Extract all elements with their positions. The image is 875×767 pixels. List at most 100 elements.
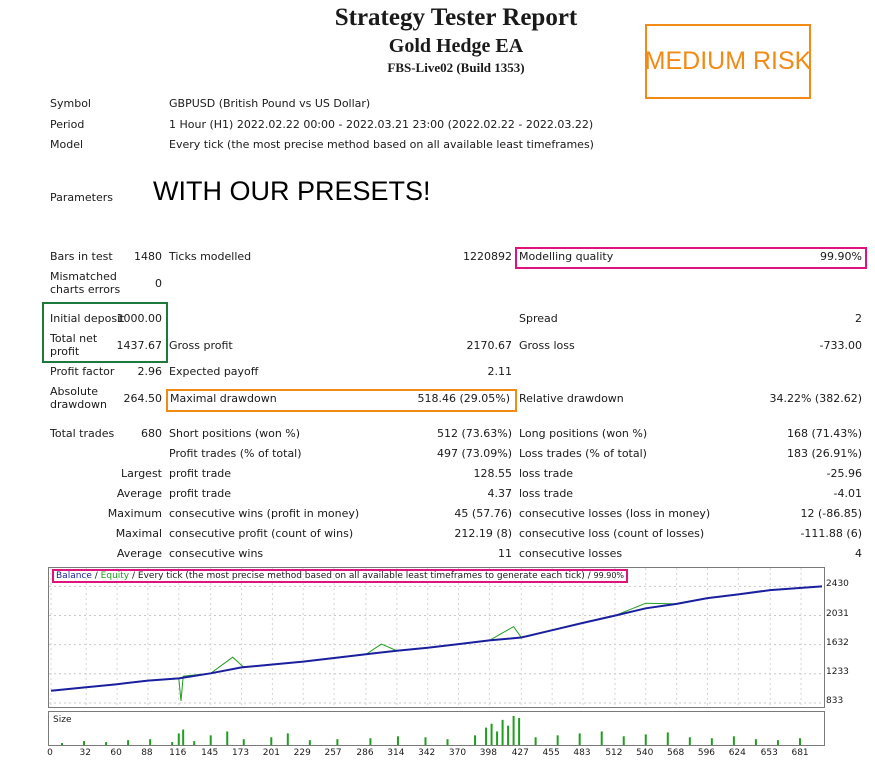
- parameters-label: Parameters: [50, 191, 113, 204]
- risk-badge: MEDIUM RISK: [645, 24, 811, 99]
- size-bar: [666, 732, 669, 745]
- mxl-cp-value: 212.19 (8): [454, 527, 512, 540]
- size-bar: [424, 737, 427, 745]
- x-tick-label-24: 681: [791, 748, 809, 758]
- grossloss-value: -733.00: [819, 339, 862, 352]
- grossprofit-label: Gross profit: [169, 339, 233, 352]
- reldd-value: 34.22% (382.62): [769, 392, 862, 405]
- size-bar: [622, 736, 625, 745]
- balance-line: [50, 585, 823, 692]
- x-tick-label-20: 568: [667, 748, 685, 758]
- mismatch-value: 0: [155, 277, 162, 290]
- size-bar: [396, 736, 399, 745]
- largest-pt-label: profit trade: [169, 467, 232, 480]
- size-label: Size: [53, 715, 72, 725]
- mxl-cp-label: consecutive profit (count of wins): [169, 527, 354, 540]
- y-tick-label-4: 833: [826, 696, 844, 706]
- legend-quality: 99.90%: [593, 571, 625, 580]
- ep-label: Expected payoff: [169, 365, 259, 378]
- size-bar: [171, 742, 174, 745]
- size-bar: [518, 717, 521, 745]
- trades-value: 680: [141, 427, 162, 440]
- size-bar: [446, 739, 449, 745]
- x-tick-label-8: 229: [293, 748, 311, 758]
- legend-sep-2: /: [129, 571, 138, 581]
- bars-value: 1480: [134, 250, 162, 263]
- pf-label: Profit factor: [50, 365, 115, 378]
- ltrades-label: Loss trades (% of total): [519, 447, 647, 460]
- x-tick-label-5: 145: [201, 748, 219, 758]
- size-bar: [270, 737, 273, 745]
- period-label: Period: [50, 118, 85, 131]
- maxdd-highlight: [166, 389, 517, 412]
- size-bar: [369, 738, 372, 745]
- size-bar: [485, 727, 488, 745]
- reldd-label: Relative drawdown: [519, 392, 624, 405]
- size-bar: [578, 733, 581, 745]
- x-tick-label-0: 0: [47, 748, 53, 758]
- ticks-label: Ticks modelled: [169, 250, 252, 263]
- server-build: FBS-Live02 (Build 1353): [387, 60, 525, 75]
- model-label: Model: [50, 138, 84, 151]
- size-bar: [507, 725, 510, 745]
- mismatch-label: Mismatched charts errors: [50, 270, 121, 296]
- x-tick-label-18: 512: [605, 748, 623, 758]
- report-title: Strategy Tester Report: [334, 4, 578, 31]
- average-pt-label: profit trade: [169, 487, 232, 500]
- maxdd-label: Maximal drawdown: [170, 392, 277, 405]
- size-bar: [798, 738, 801, 745]
- pf-value: 2.96: [137, 365, 163, 378]
- legend-sep-3: /: [584, 571, 594, 581]
- mxl-cl-label: consecutive loss (count of losses): [519, 527, 705, 540]
- x-tick-label-14: 398: [479, 748, 497, 758]
- size-bar: [776, 740, 779, 745]
- x-tick-label-6: 173: [231, 748, 250, 758]
- size-chart-area: [48, 711, 825, 746]
- short-label: Short positions (won %): [169, 427, 301, 440]
- x-tick-label-23: 653: [760, 748, 778, 758]
- legend-equity: Equity: [100, 571, 130, 581]
- size-bar: [193, 741, 196, 745]
- avg-cl-value: 4: [855, 547, 862, 560]
- legend-balance: Balance: [56, 571, 92, 581]
- x-tick-label-3: 88: [141, 748, 153, 758]
- absdd-label: Absolute drawdown: [50, 385, 107, 411]
- size-bar: [209, 735, 212, 745]
- size-bar: [286, 733, 289, 745]
- spread-label: Spread: [519, 312, 558, 325]
- max-cw-value: 45 (57.76): [454, 507, 512, 520]
- symbol-value: GBPUSD (British Pound vs US Dollar): [169, 97, 371, 110]
- size-bar: [534, 737, 537, 745]
- largest-pt-value: 128.55: [473, 467, 513, 480]
- long-value: 168 (71.43%): [786, 427, 862, 440]
- largest-lt-value: -25.96: [826, 467, 862, 480]
- chart-legend: Balance / Equity / Every tick (the most …: [52, 569, 629, 583]
- avg-cl-label: consecutive losses: [519, 547, 623, 560]
- avg-cw-label: consecutive wins: [169, 547, 264, 560]
- ticks-value: 1220892: [463, 250, 512, 263]
- size-bar: [226, 731, 229, 745]
- x-tick-label-2: 60: [110, 748, 122, 758]
- ltrades-value: 183 (26.91%): [786, 447, 862, 460]
- grossloss-label: Gross loss: [519, 339, 575, 352]
- size-bar: [127, 740, 130, 745]
- size-bar: [710, 738, 713, 745]
- size-bar: [61, 743, 64, 745]
- max-cw-label: consecutive wins (profit in money): [169, 507, 360, 520]
- quality-value: 99.90%: [820, 250, 862, 263]
- size-bar: [182, 729, 185, 745]
- legend-sep-1: /: [91, 571, 101, 581]
- size-bar: [474, 735, 477, 745]
- trades-label: Total trades: [50, 427, 115, 440]
- ptrades-value: 497 (73.09%): [436, 447, 512, 460]
- maximal-label: Maximal: [115, 527, 162, 540]
- legend-description: Every tick (the most precise method base…: [137, 571, 585, 581]
- x-tick-label-1: 32: [79, 748, 91, 758]
- size-bar: [105, 742, 108, 745]
- long-label: Long positions (won %): [519, 427, 648, 440]
- balance-chart-area: [48, 567, 825, 708]
- y-tick-label-0: 2430: [826, 579, 849, 590]
- size-bar: [149, 739, 152, 745]
- largest-label: Largest: [121, 467, 162, 480]
- x-tick-label-21: 596: [697, 748, 716, 758]
